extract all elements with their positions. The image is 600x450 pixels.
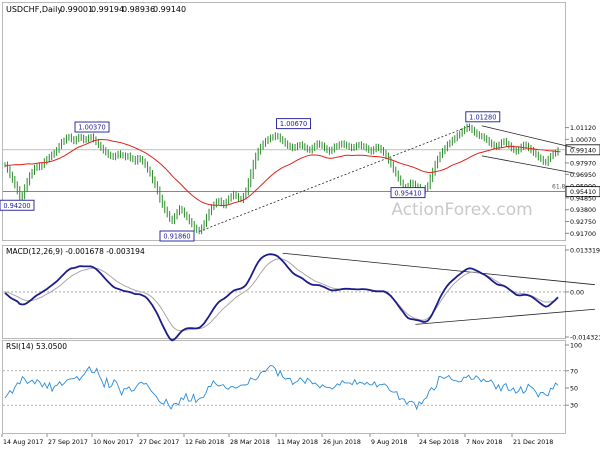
macd-lines xyxy=(4,253,559,342)
price-tick-label: 0.94850 xyxy=(570,195,596,202)
sma-line xyxy=(4,138,561,206)
price-label-box xyxy=(0,199,35,211)
rsi-panel-title: RSI(14) 53.0500 xyxy=(6,342,67,351)
price-bars xyxy=(4,123,559,235)
x-tick-label: 9 Aug 2018 xyxy=(371,439,407,446)
price-label-box xyxy=(390,187,426,199)
macd-tick-label: -0.014323 xyxy=(570,335,600,342)
price-label-text: 1.00370 xyxy=(78,124,105,132)
x-tick-label: 24 Sep 2018 xyxy=(419,439,459,446)
price-panel-title: USDCHF,Daily xyxy=(6,5,62,14)
price-lines xyxy=(4,138,561,206)
rsi-tick-label: 100 xyxy=(570,343,582,350)
price-label-box xyxy=(74,121,110,133)
price-tick-label: 0.93800 xyxy=(570,207,596,214)
price-labels: 1.00370 1.00670 1.01280 0.95410 0.91860 0.942… xyxy=(0,111,501,242)
rsi-panel-frame xyxy=(2,340,566,434)
x-tick-label: 11 May 2018 xyxy=(277,439,318,446)
price-axis: 1.011201.000700.991400.979700.969500.959… xyxy=(565,125,600,238)
channel-upper-line xyxy=(481,125,576,149)
price-label-text: 0.91860 xyxy=(163,233,190,241)
macd-tick-label: 0.00 xyxy=(570,289,584,296)
macd-tick-label: 0.013319 xyxy=(570,248,600,255)
watermark-text: ActionForex.com xyxy=(391,200,532,220)
rsi-axis: 100 70 50 30 xyxy=(3,343,582,410)
ohlc-open: 0.99001 xyxy=(60,5,93,14)
last-price-box xyxy=(565,144,600,156)
rsi-tick-label: 30 xyxy=(570,403,578,410)
macd-annotations xyxy=(3,252,595,325)
level-price-box xyxy=(565,186,600,198)
x-axis: 14 Aug 2017 27 Sep 2017 10 Nov 2017 27 Dec … xyxy=(1,434,553,446)
price-tick-label: 1.00070 xyxy=(570,137,596,144)
x-tick-label: 14 Aug 2017 xyxy=(3,439,43,446)
price-label-box xyxy=(159,230,195,242)
trend-line xyxy=(199,125,470,232)
price-label-text: 0.95410 xyxy=(394,189,421,197)
price-label-box xyxy=(465,111,501,123)
price-tick-label: 0.96950 xyxy=(570,172,596,179)
ohlc-high: 0.99194 xyxy=(91,5,124,14)
price-label-text: 1.01280 xyxy=(469,113,496,121)
x-tick-label: 7 Nov 2018 xyxy=(466,439,502,446)
macd-lower-trend-line xyxy=(415,308,595,325)
fib-label: 61.8 xyxy=(552,184,566,191)
price-tick-label: 0.99140 xyxy=(570,147,596,154)
price-annotations: 61.8 xyxy=(3,125,576,232)
rsi-tick-label: 50 xyxy=(570,386,578,393)
rsi-line xyxy=(4,365,559,411)
price-label-box xyxy=(276,118,312,130)
price-tick-label: 0.92750 xyxy=(570,219,596,226)
macd-panel-title: MACD(12,26,9) -0.001678 -0.003194 xyxy=(6,247,145,256)
x-tick-label: 10 Nov 2017 xyxy=(93,439,133,446)
price-panel-frame xyxy=(2,2,566,241)
price-tick-label: 0.91700 xyxy=(570,231,596,238)
macd-upper-trend-line xyxy=(282,252,595,286)
rsi-tick-label: 70 xyxy=(570,368,578,375)
macd-axis: 0.013319 0.00 -0.014323 xyxy=(565,248,600,342)
x-tick-label: 27 Dec 2017 xyxy=(139,439,179,446)
price-tick-label: 0.97970 xyxy=(570,160,596,167)
price-label-text: 0.94200 xyxy=(3,202,30,210)
x-tick-label: 27 Sep 2017 xyxy=(48,439,88,446)
rsi-lines xyxy=(4,365,559,411)
price-label-text: 1.00670 xyxy=(280,120,307,128)
x-tick-label: 12 Feb 2018 xyxy=(185,439,224,446)
ohlc-close: 0.99140 xyxy=(153,5,186,14)
ohlc-low: 0.98936 xyxy=(122,5,155,14)
price-tick-label: 0.95410 xyxy=(570,189,596,196)
channel-lower-line xyxy=(481,155,576,174)
macd-line xyxy=(4,253,559,342)
x-tick-label: 28 Mar 2018 xyxy=(230,439,270,446)
price-tick-label: 1.01120 xyxy=(570,125,596,132)
x-tick-label: 21 Dec 2018 xyxy=(513,439,553,446)
x-tick-label: 26 Jun 2018 xyxy=(323,439,361,446)
